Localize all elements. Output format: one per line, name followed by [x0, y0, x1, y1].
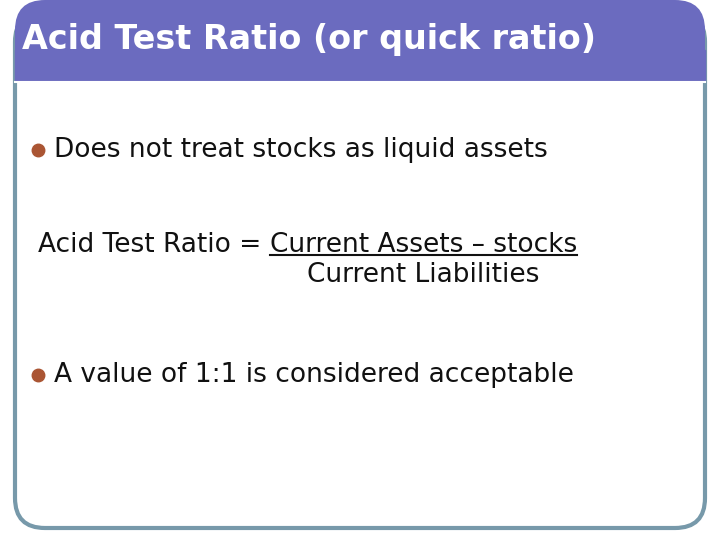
Text: Acid Test Ratio (or quick ratio): Acid Test Ratio (or quick ratio) [22, 24, 596, 57]
FancyBboxPatch shape [15, 12, 705, 528]
Text: Acid Test Ratio =: Acid Test Ratio = [38, 232, 269, 258]
FancyBboxPatch shape [15, 0, 705, 80]
Text: A value of 1:1 is considered acceptable: A value of 1:1 is considered acceptable [54, 362, 574, 388]
Bar [15, 50, 705, 80]
Text: Does not treat stocks as liquid assets: Does not treat stocks as liquid assets [54, 137, 548, 163]
Text: Current Liabilities: Current Liabilities [307, 262, 539, 288]
Text: Current Assets – stocks: Current Assets – stocks [269, 232, 577, 258]
